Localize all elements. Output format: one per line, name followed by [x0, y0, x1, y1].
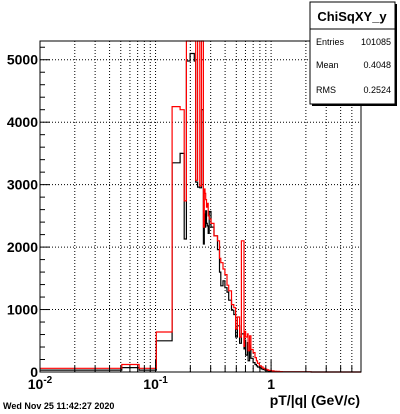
plot-frame	[39, 40, 362, 373]
stats-mean-value: 0.4048	[363, 60, 391, 70]
x-tick-label: 10-1	[143, 375, 168, 392]
series-group	[40, 40, 361, 373]
stats-box-shadow-bottom	[312, 104, 397, 106]
stats-box: ChiSqXY_y Entries 101085 Mean 0.4048 RMS…	[309, 1, 397, 106]
axis-ticks	[39, 46, 362, 373]
histogram-series-1	[40, 40, 361, 373]
y-tick-labels: 0 1000 2000 3000 4000 5000	[7, 52, 38, 380]
y-tick-label: 2000	[7, 239, 38, 255]
x-tick-label: 1	[267, 376, 275, 392]
x-tick-labels: 10-2 10-1 1	[28, 375, 275, 392]
x-tick-label: 10-2	[28, 375, 53, 392]
stats-entries-value: 101085	[361, 37, 391, 47]
y-tick-label: 4000	[7, 114, 38, 130]
y-tick-label: 3000	[7, 177, 38, 193]
y-tick-label: 0	[30, 364, 38, 380]
y-tick-label: 5000	[7, 52, 38, 68]
y-tick-label: 1000	[7, 302, 38, 318]
stats-box-frame	[309, 1, 396, 105]
stats-box-shadow	[395, 4, 397, 106]
stats-title: ChiSqXY_y	[317, 9, 387, 24]
x-axis-title: pT/|q| (GeV/c)	[270, 392, 360, 408]
stats-entries-label: Entries	[316, 37, 345, 47]
stats-rms-value: 0.2524	[363, 85, 391, 95]
stats-rms-label: RMS	[316, 85, 336, 95]
stats-mean-label: Mean	[316, 60, 339, 70]
timestamp: Wed Nov 25 11:42:27 2020	[3, 401, 114, 411]
